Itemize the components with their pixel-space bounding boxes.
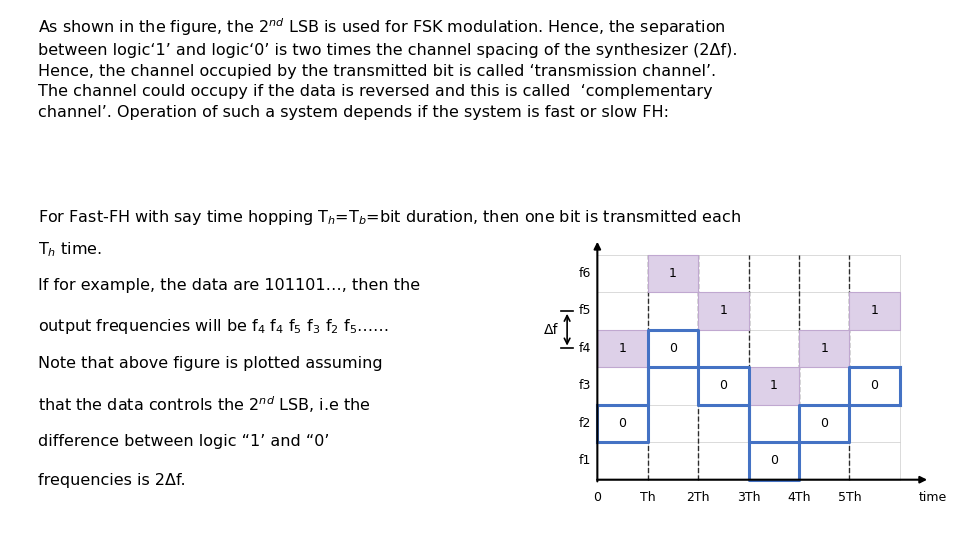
Text: 0: 0 bbox=[593, 491, 601, 504]
Text: If for example, the data are 101101…, then the: If for example, the data are 101101…, th… bbox=[38, 278, 420, 293]
Bar bbox=[698, 292, 749, 330]
Bar bbox=[850, 292, 900, 330]
Text: 0: 0 bbox=[770, 455, 778, 468]
Bar bbox=[648, 255, 698, 292]
Text: frequencies is 2Δf.: frequencies is 2Δf. bbox=[38, 472, 186, 488]
Text: output frequencies will be f$_4$ f$_4$ f$_5$ f$_3$ f$_2$ f$_5$……: output frequencies will be f$_4$ f$_4$ f… bbox=[38, 317, 390, 336]
Text: 0: 0 bbox=[618, 417, 627, 430]
Text: 0: 0 bbox=[871, 380, 878, 393]
Text: f2: f2 bbox=[579, 417, 591, 430]
Text: 1: 1 bbox=[669, 267, 677, 280]
Text: 1: 1 bbox=[618, 342, 627, 355]
Text: 1: 1 bbox=[871, 305, 878, 318]
Text: For Fast-FH with say time hopping T$_h$=T$_b$=bit duration, then one bit is tran: For Fast-FH with say time hopping T$_h$=… bbox=[38, 208, 741, 227]
Text: 0: 0 bbox=[820, 417, 828, 430]
Bar bbox=[799, 330, 850, 367]
Text: 1: 1 bbox=[719, 305, 728, 318]
Text: Th: Th bbox=[640, 491, 656, 504]
Text: time: time bbox=[919, 491, 948, 504]
Text: 4Th: 4Th bbox=[787, 491, 810, 504]
Text: f5: f5 bbox=[579, 305, 591, 318]
Text: Note that above figure is plotted assuming: Note that above figure is plotted assumi… bbox=[38, 356, 383, 371]
Text: As shown in the figure, the 2$^{nd}$ LSB is used for FSK modulation. Hence, the : As shown in the figure, the 2$^{nd}$ LSB… bbox=[38, 16, 738, 119]
Text: 1: 1 bbox=[770, 380, 778, 393]
Text: f1: f1 bbox=[579, 455, 591, 468]
Text: difference between logic “1’ and “0’: difference between logic “1’ and “0’ bbox=[38, 434, 330, 449]
Text: Δf: Δf bbox=[543, 323, 558, 337]
Text: 0: 0 bbox=[719, 380, 728, 393]
Bar bbox=[597, 330, 648, 367]
Text: 5Th: 5Th bbox=[837, 491, 861, 504]
Text: f3: f3 bbox=[579, 380, 591, 393]
Text: that the data controls the 2$^{nd}$ LSB, i.e the: that the data controls the 2$^{nd}$ LSB,… bbox=[38, 395, 372, 415]
Text: f6: f6 bbox=[579, 267, 591, 280]
Bar bbox=[749, 367, 799, 404]
Text: T$_h$ time.: T$_h$ time. bbox=[38, 240, 103, 259]
Text: 0: 0 bbox=[669, 342, 677, 355]
Text: 3Th: 3Th bbox=[736, 491, 760, 504]
Text: f4: f4 bbox=[579, 342, 591, 355]
Text: 2Th: 2Th bbox=[686, 491, 709, 504]
Text: 1: 1 bbox=[820, 342, 828, 355]
